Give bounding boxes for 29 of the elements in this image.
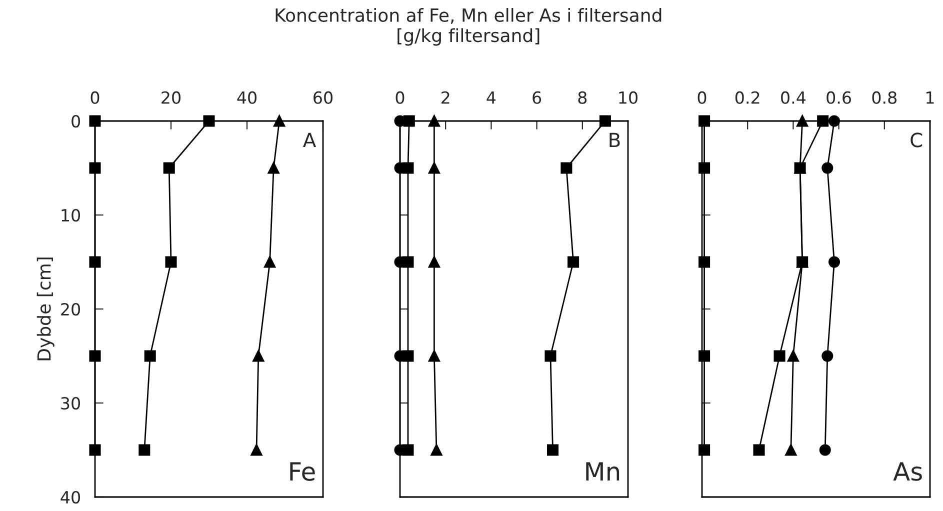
x-tick-label: 40 [237, 91, 256, 104]
x-tick-label: 20 [162, 91, 180, 104]
y-tick-label: 40 [60, 490, 80, 504]
y-tick-label: 0 [72, 114, 80, 128]
y-tick-label: 10 [62, 208, 80, 222]
x-tick-label: 0.2 [735, 91, 760, 104]
x-tick-label: 1 [926, 91, 934, 104]
x-tick-label: 8 [578, 91, 587, 104]
x-tick-label: 0 [396, 91, 404, 104]
x-tick-label: 0 [698, 91, 706, 104]
annotation: Mn [586, 462, 620, 481]
annotation: A [303, 132, 316, 148]
x-tick-label: 6 [532, 91, 542, 104]
y-tick-label: 30 [61, 396, 80, 410]
x-tick-label: 0.8 [872, 91, 897, 104]
x-tick-label: 0.4 [781, 91, 806, 104]
x-tick-label: 2 [442, 91, 450, 104]
x-tick-label: 4 [486, 91, 496, 104]
x-tick-label: 0 [90, 91, 100, 104]
chart-title: Koncentration af Fe, Mn eller As i filtersand [g/kg filtersand] [276, 8, 662, 46]
annotation: As [893, 462, 922, 481]
y-axis-title: Dybde [cm] [36, 258, 54, 360]
x-tick-label: 10 [619, 91, 638, 104]
annotation: Fe [290, 462, 315, 481]
x-tick-label: 0.6 [826, 91, 852, 104]
y-tick-label: 20 [61, 302, 80, 316]
annotation: C [910, 132, 922, 148]
annotation: B [610, 132, 620, 148]
x-tick-label: 60 [314, 91, 332, 104]
